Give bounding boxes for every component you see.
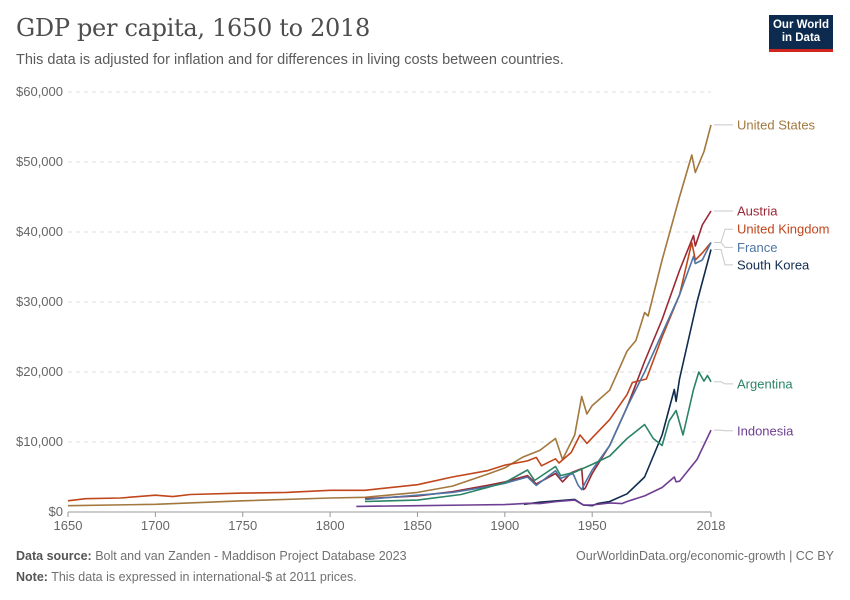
x-tick-label: 1750 (228, 518, 257, 533)
label-connector (714, 429, 733, 432)
x-tick-label: 2018 (697, 518, 726, 533)
y-tick-label: $60,000 (16, 84, 63, 99)
y-tick-label: $50,000 (16, 154, 63, 169)
series-end-labels: United States Austria United Kingdom France… (714, 117, 830, 438)
x-tick-label: 1900 (490, 518, 519, 533)
series-label-austria[interactable]: Austria (737, 204, 778, 219)
label-connector (714, 249, 733, 266)
chart-title: GDP per capita, 1650 to 2018 (16, 14, 370, 42)
x-tick-label: 1700 (141, 518, 170, 533)
series-label-france[interactable]: France (737, 240, 777, 255)
logo-line-2: in Data (781, 32, 821, 44)
series-line-south-korea[interactable] (523, 249, 712, 507)
chart-subtitle: This data is adjusted for inflation and … (16, 52, 564, 68)
y-tick-label: $30,000 (16, 294, 63, 309)
y-axis-ticks: $0 $10,000 $20,000 $30,000 $40,000 $50,000 $60… (16, 84, 63, 519)
y-tick-label: $0 (49, 504, 63, 519)
label-connector (714, 381, 733, 385)
series-lines (67, 124, 712, 508)
x-axis: 1650 1700 1750 1800 1850 1900 1950 2018 (54, 511, 726, 533)
note-label: Note: (16, 570, 48, 584)
y-tick-label: $40,000 (16, 224, 63, 239)
grid-lines (68, 91, 711, 443)
series-line-indonesia[interactable] (356, 429, 712, 508)
y-tick-label: $10,000 (16, 434, 63, 449)
x-tick-label: 1850 (403, 518, 432, 533)
series-label-united-states[interactable]: United States (737, 117, 816, 132)
series-line-austria[interactable] (364, 210, 712, 500)
series-label-united-kingdom[interactable]: United Kingdom (737, 222, 830, 237)
series-label-south-korea[interactable]: South Korea (737, 257, 810, 272)
series-line-united-kingdom[interactable] (67, 241, 712, 502)
x-tick-label: 1800 (316, 518, 345, 533)
logo-accent-bar (769, 49, 833, 52)
chart-note: Note: This data is expressed in internat… (16, 570, 357, 584)
data-source-text: Bolt and van Zanden - Maddison Project D… (91, 549, 407, 563)
data-source: Data source: Bolt and van Zanden - Maddi… (16, 549, 407, 563)
footer-link[interactable]: OurWorldinData.org/economic-growth | CC … (576, 549, 834, 563)
y-tick-label: $20,000 (16, 364, 63, 379)
data-source-label: Data source: (16, 549, 92, 563)
logo-line-1: Our World (772, 19, 829, 31)
note-text: This data is expressed in international-… (47, 570, 357, 584)
series-line-united-states[interactable] (67, 124, 712, 507)
x-tick-label: 1650 (54, 518, 83, 533)
series-line-argentina[interactable] (364, 371, 712, 503)
label-connector (714, 228, 733, 243)
label-connector (714, 242, 733, 248)
series-label-indonesia[interactable]: Indonesia (737, 423, 794, 438)
x-tick-label: 1950 (578, 518, 607, 533)
series-label-argentina[interactable]: Argentina (737, 376, 793, 391)
owid-logo[interactable]: Our World in Data (769, 15, 833, 52)
